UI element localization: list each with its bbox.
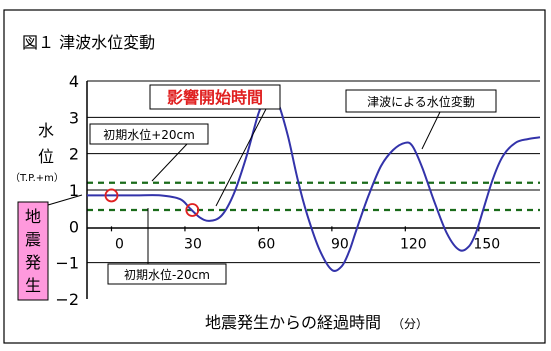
minus20-box [107, 263, 227, 285]
x-axis-label: 地震発生からの経過時間 [205, 313, 381, 332]
x-tick-labels: 0 30 60 90 120 150 [115, 236, 500, 252]
earthquake-char-2: 震 [25, 230, 41, 249]
figure-frame [3, 9, 546, 344]
y-tick-label: 4 [69, 72, 79, 91]
minus20-label: 初期水位-20cm [124, 267, 210, 282]
y-tick-label: −2 [55, 290, 79, 309]
series-label: 津波による水位変動 [367, 94, 475, 109]
x-tick-label: 90 [331, 236, 349, 252]
y-tick-label: 3 [69, 108, 79, 127]
event-marker [104, 188, 119, 203]
y-tick-label: 0 [69, 217, 79, 236]
series-line [87, 93, 541, 272]
y-axis-unit: （T.P.+m） [10, 172, 64, 184]
y-tick-label: −1 [55, 254, 79, 273]
y-axis-label-2: 位 [38, 147, 54, 166]
y-tick-label: 1 [69, 181, 79, 200]
x-tick-label: 120 [400, 236, 427, 252]
earthquake-box [17, 201, 49, 301]
start-time-label: 影響開始時間 [167, 88, 263, 107]
series-label-leader [421, 111, 441, 150]
figure-title: 図１ 津波水位変動 [22, 33, 155, 52]
y-tick-labels: −2 −1 0 1 2 3 4 [55, 72, 79, 309]
start-time-leader [215, 108, 267, 207]
y-axis-label-1: 水 [38, 121, 54, 140]
event-marker [185, 203, 200, 217]
earthquake-char-1: 地 [25, 207, 41, 226]
x-tick-label: 0 [115, 236, 124, 252]
earthquake-char-3: 発 [25, 253, 41, 272]
markers [104, 188, 200, 217]
plus20-label: 初期水位+20cm [103, 127, 195, 142]
x-tick-label: 150 [473, 236, 500, 252]
earthquake-char-4: 生 [25, 276, 41, 295]
x-tick-label: 30 [184, 236, 202, 252]
start-time-box [149, 84, 281, 110]
earthquake-leader [47, 194, 83, 206]
x-tick-label: 60 [257, 236, 275, 252]
reference-lines [87, 181, 540, 212]
grid-lines [87, 80, 540, 264]
plus20-leader [151, 143, 188, 182]
x-axis-unit: （分） [392, 317, 428, 331]
y-tick-label: 2 [69, 145, 79, 164]
plus20-box [89, 123, 209, 145]
series-label-box [345, 89, 497, 113]
